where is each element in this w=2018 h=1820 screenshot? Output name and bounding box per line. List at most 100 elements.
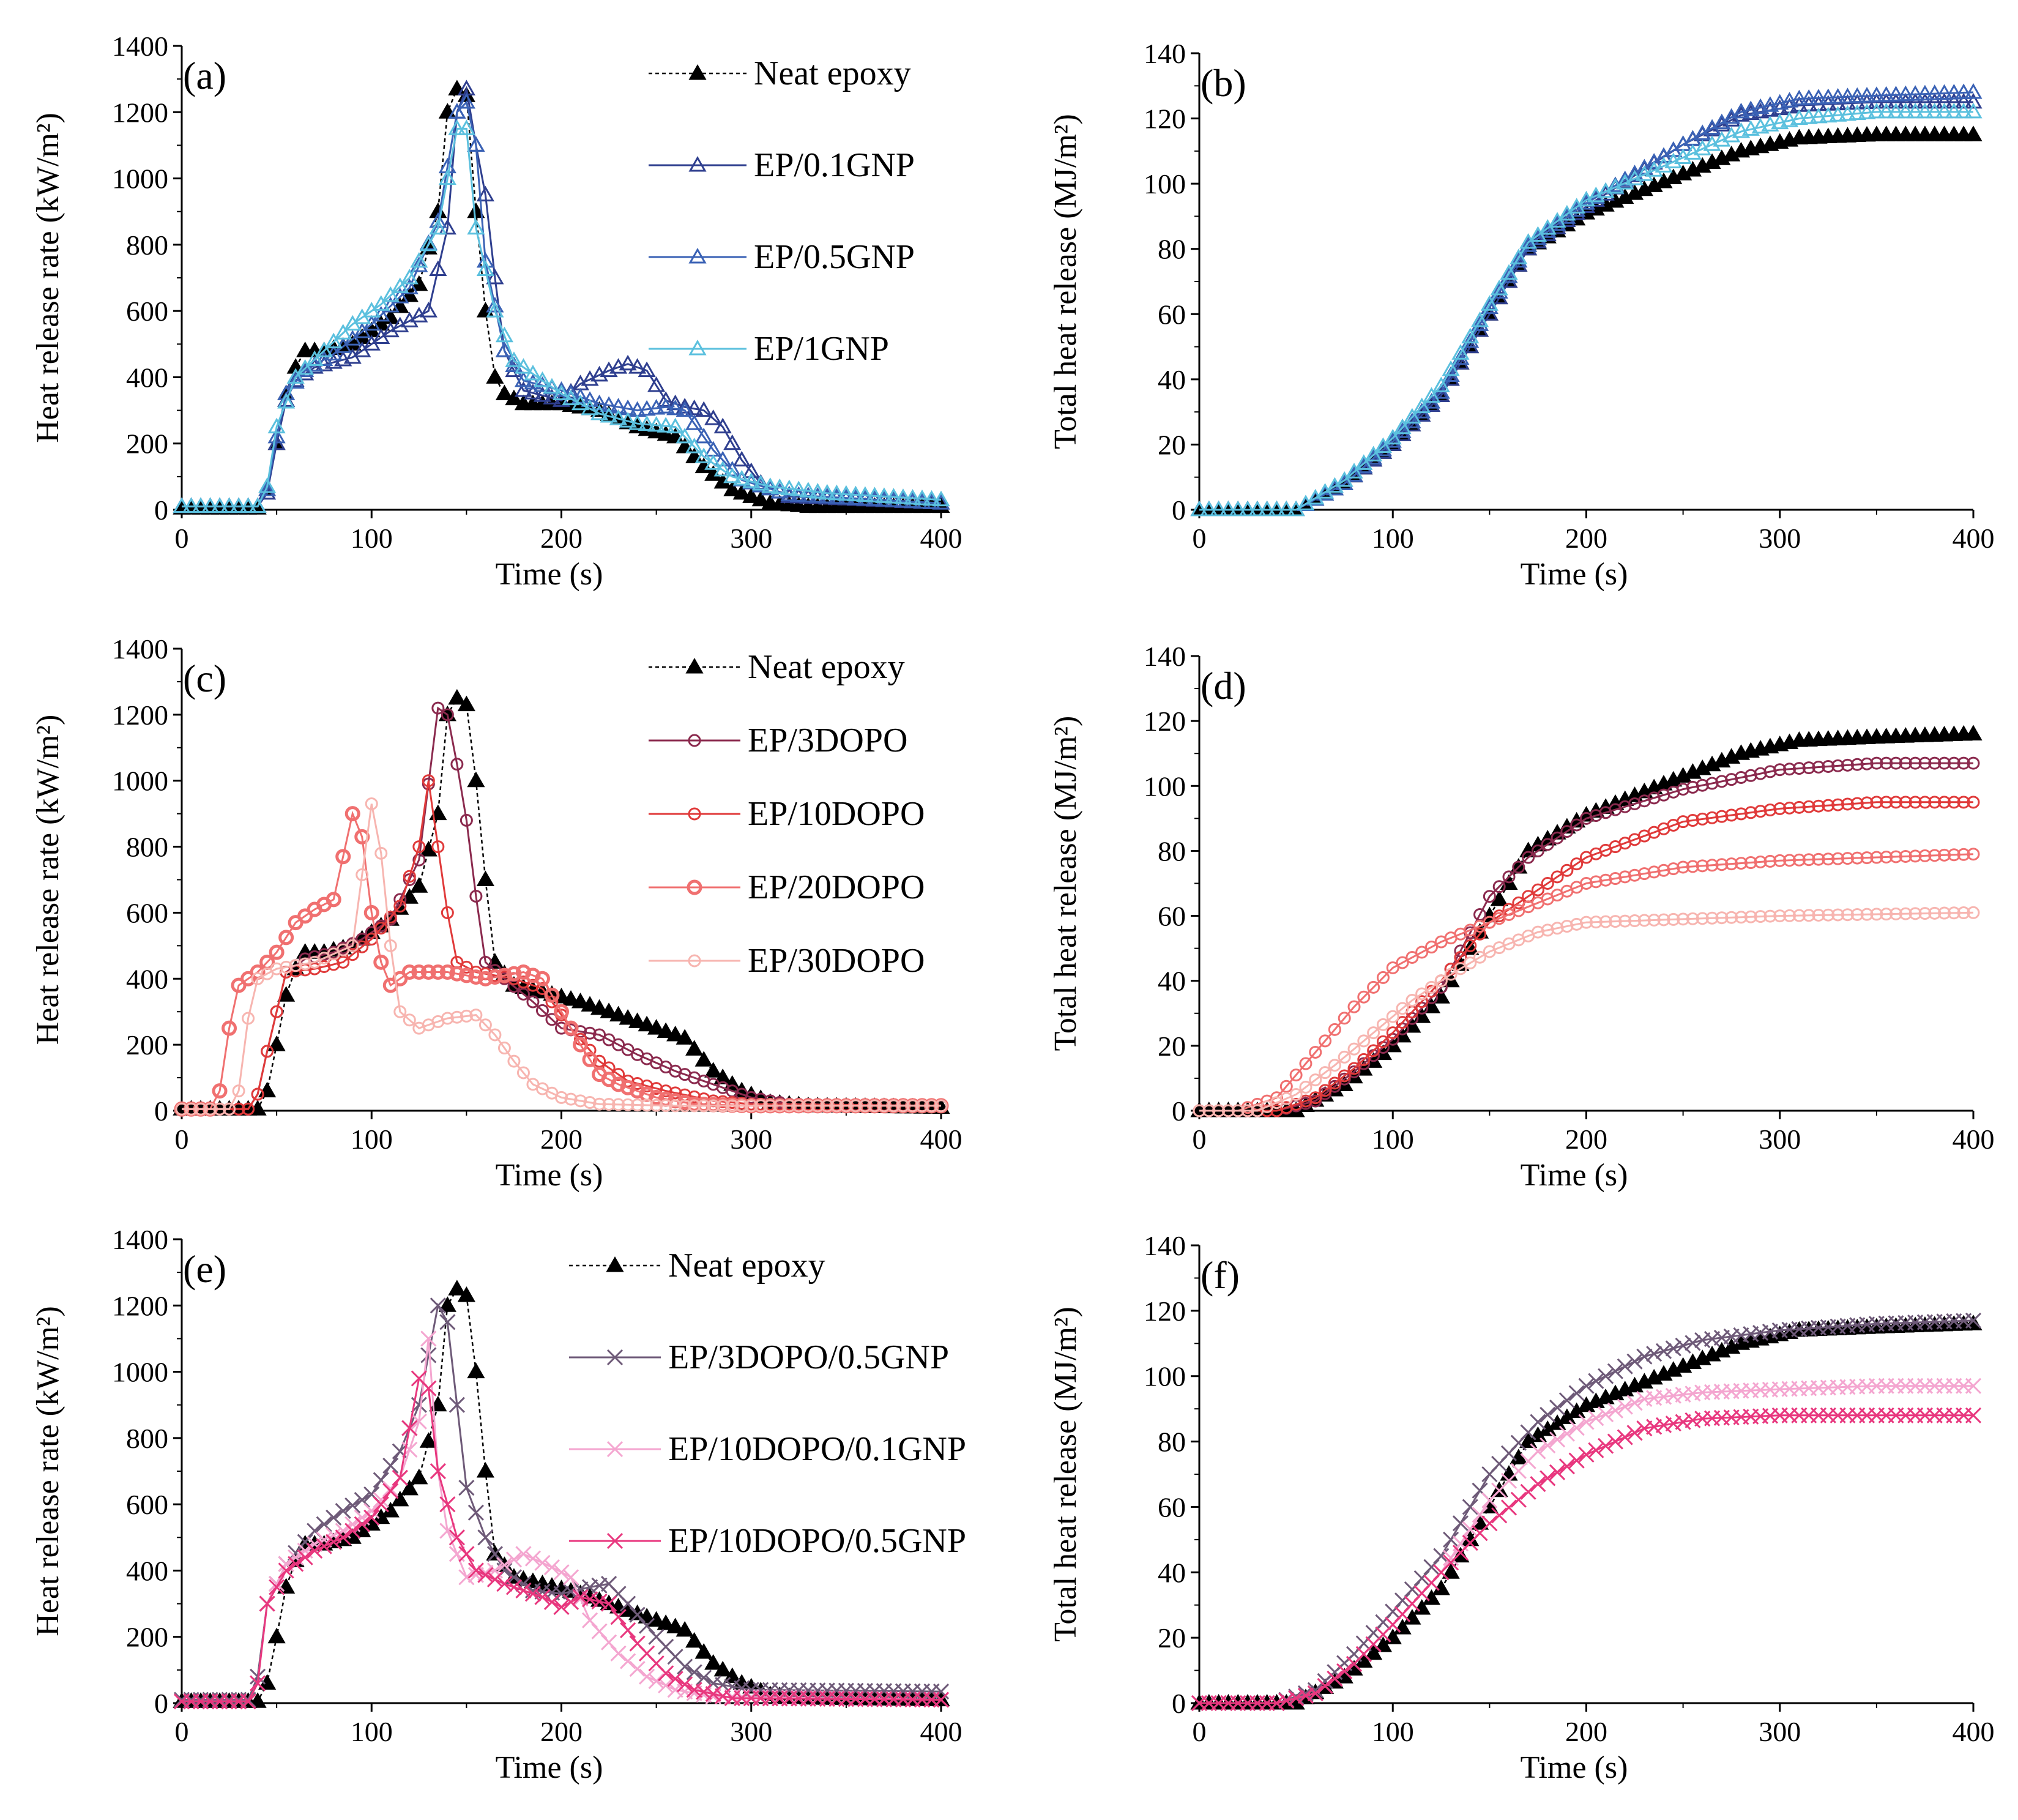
data-point (1462, 1521, 1478, 1537)
data-point (495, 384, 514, 400)
data-point (1890, 907, 1902, 920)
data-point (1886, 86, 1905, 102)
data-point (495, 341, 514, 357)
data-point (1425, 941, 1438, 954)
data-point (830, 1099, 843, 1113)
series-line (182, 85, 942, 508)
data-point (1415, 987, 1429, 1001)
data-point (1899, 849, 1912, 863)
data-point (1686, 814, 1699, 827)
x-tick-label: 100 (351, 1124, 393, 1155)
data-point (514, 358, 533, 374)
data-point (1790, 89, 1808, 106)
panel-d: 0 20 40 60 80 100 120 140 0 100 200 300 400 Time (s) T… (1048, 641, 1995, 1193)
data-point (1396, 956, 1409, 969)
data-point (713, 461, 732, 477)
data-point (420, 1347, 437, 1363)
series-line (182, 706, 942, 1110)
data-point (1780, 111, 1799, 127)
data-point (1686, 860, 1699, 873)
data-point (248, 1692, 267, 1708)
data-point (1200, 500, 1218, 517)
data-point (732, 469, 751, 486)
series-line (182, 127, 942, 508)
data-point (1599, 915, 1612, 928)
data-point (629, 1660, 646, 1677)
data-point (1967, 756, 1980, 770)
data-point (1520, 1483, 1536, 1500)
data-point (242, 1012, 255, 1025)
data-point (685, 438, 704, 453)
y-tick-label: 600 (126, 296, 168, 327)
data-point (555, 1021, 568, 1035)
x-axis-title: Time (s) (496, 557, 603, 592)
data-point (1393, 418, 1412, 434)
data-point (1880, 796, 1893, 809)
data-point (1732, 102, 1751, 119)
data-point (1510, 1491, 1527, 1508)
series-line (182, 1338, 942, 1703)
data-point (1964, 102, 1983, 119)
data-point (1908, 849, 1922, 863)
x-tick-label: 400 (1953, 523, 1995, 554)
data-point (1336, 1663, 1353, 1679)
data-point (1715, 810, 1729, 823)
data-point (1491, 1507, 1508, 1524)
data-point (562, 389, 580, 406)
data-point (609, 1005, 628, 1022)
data-point (363, 1509, 380, 1526)
data-point (1406, 951, 1419, 964)
data-point (1588, 1410, 1604, 1427)
data-point (1802, 761, 1815, 775)
series-line (1199, 801, 1973, 1112)
data-point (1190, 500, 1208, 517)
data-point (506, 966, 522, 982)
data-point (1551, 922, 1564, 935)
y-tick-label: 40 (1158, 966, 1186, 997)
x-tick-label: 0 (175, 1716, 189, 1747)
data-point (621, 1098, 635, 1111)
series-ep-30dopo (175, 797, 948, 1116)
data-point (524, 384, 542, 400)
panel-c: 0 200 400 600 800 1000 1200 1400 0 100 200 300 400 Ti… (31, 633, 962, 1193)
data-point (258, 480, 277, 497)
series-ep-3dopo-0-5gnp (1191, 1312, 1982, 1712)
data-point (337, 955, 350, 969)
legend-label: Neat epoxy (754, 54, 911, 92)
data-point (505, 389, 523, 406)
data-point (448, 103, 466, 119)
data-point (591, 1593, 608, 1610)
data-point (600, 1002, 618, 1018)
data-point (1609, 872, 1622, 886)
data-point (384, 939, 397, 952)
data-point (1309, 1045, 1322, 1059)
data-point (1848, 104, 1866, 121)
data-point (745, 1091, 758, 1104)
data-point (259, 1595, 275, 1612)
series-ep-20dopo (1193, 848, 1980, 1117)
data-point (1454, 962, 1467, 975)
data-point (1858, 103, 1876, 119)
x-tick-label: 0 (1193, 1716, 1207, 1747)
data-point (1607, 1363, 1624, 1379)
data-point (1890, 796, 1902, 809)
data-point (1947, 906, 1960, 920)
data-point (896, 1099, 910, 1113)
data-point (657, 417, 675, 433)
data-point (1725, 857, 1738, 871)
data-point (363, 1502, 380, 1520)
data-point (1965, 1312, 1982, 1329)
data-point (478, 1018, 492, 1032)
data-point (391, 1490, 409, 1507)
data-point (280, 960, 293, 974)
data-point (1367, 980, 1380, 994)
data-point (441, 708, 454, 722)
legend-entry: EP/3DOPO (649, 722, 907, 759)
legend-label: EP/0.1GNP (754, 146, 915, 184)
data-point (1773, 854, 1787, 867)
data-point (1715, 911, 1729, 925)
y-tick-label: 140 (1144, 38, 1186, 69)
data-point (1880, 756, 1893, 770)
data-point (1957, 796, 1970, 809)
data-point (1792, 800, 1806, 814)
